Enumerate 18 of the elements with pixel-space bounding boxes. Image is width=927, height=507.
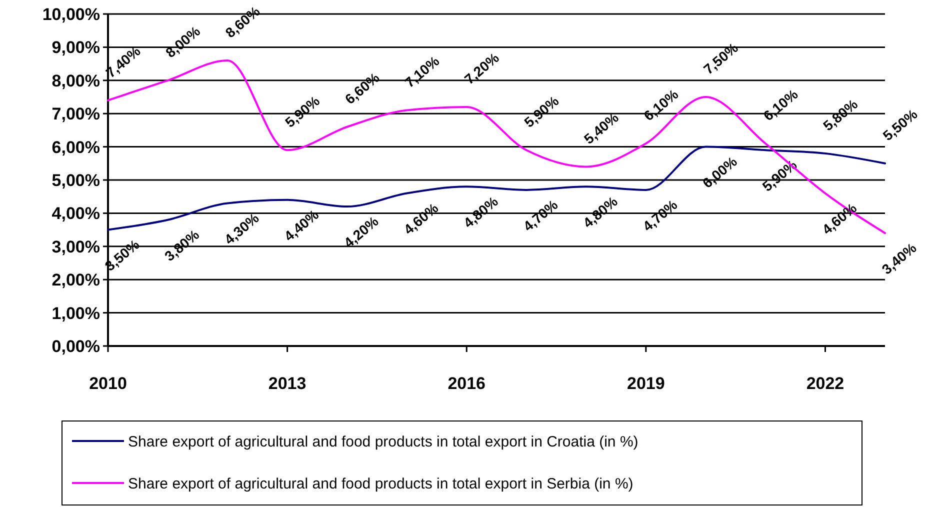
legend-label: Share export of agricultural and food products in total export in Serbia (in %)	[128, 475, 634, 492]
x-tick-label: 2019	[627, 374, 665, 393]
y-tick-label: 5,00%	[52, 170, 100, 190]
y-tick-label: 3,00%	[52, 237, 100, 256]
legend-label: Share export of agricultural and food products in total export in Croatia (in %)	[128, 433, 638, 450]
y-tick-label: 1,00%	[52, 304, 100, 323]
x-tick-label: 2016	[448, 374, 486, 393]
y-tick-label: 9,00%	[52, 38, 100, 58]
y-tick-label: 10,00%	[42, 4, 100, 24]
y-tick-label: 2,00%	[52, 270, 100, 290]
y-tick-label: 4,00%	[52, 204, 100, 224]
y-tick-label: 7,00%	[52, 104, 100, 124]
y-tick-label: 6,00%	[52, 138, 100, 157]
y-tick-label: 0,00%	[52, 336, 100, 356]
x-tick-label: 2022	[806, 374, 844, 393]
y-tick-label: 8,00%	[52, 71, 100, 90]
x-tick-label: 2010	[89, 374, 127, 393]
x-tick-label: 2013	[268, 374, 306, 393]
